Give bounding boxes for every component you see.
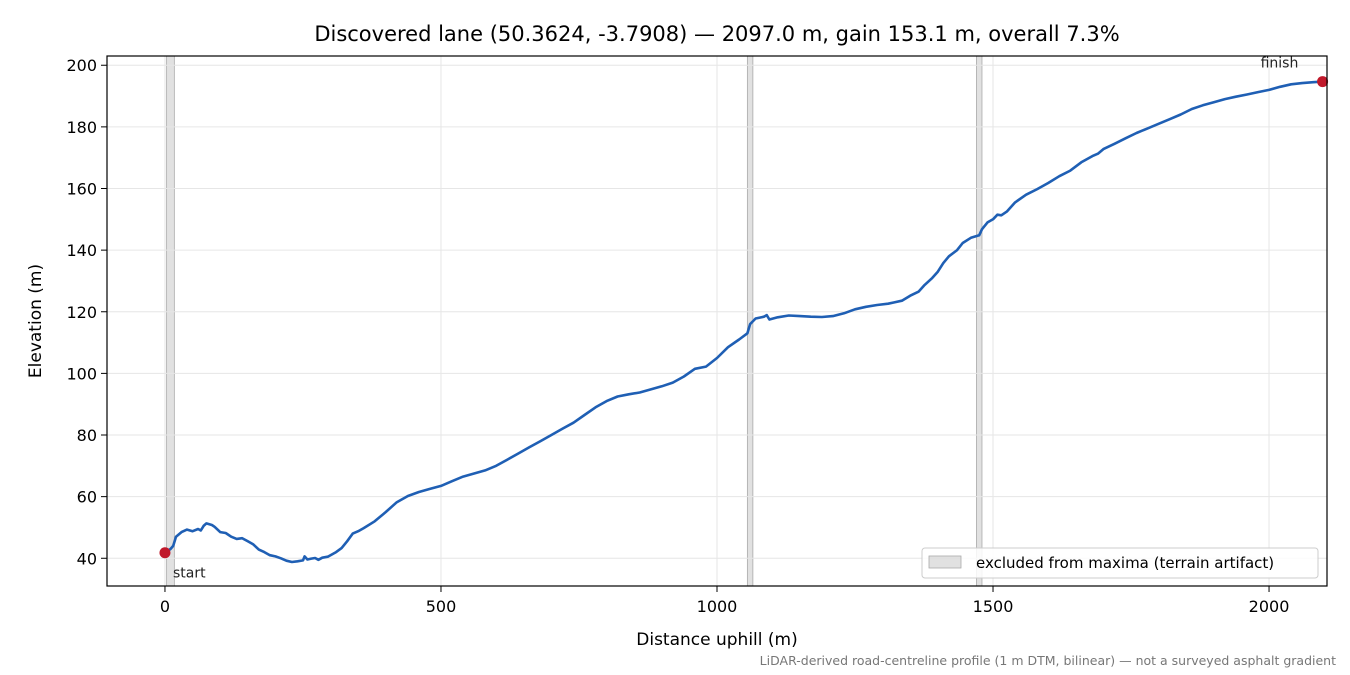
y-tick-label: 180 — [66, 118, 97, 137]
y-tick-label: 140 — [66, 241, 97, 260]
y-tick-label: 80 — [77, 426, 97, 445]
markers: start finish — [159, 56, 1329, 582]
finish-label: finish — [1261, 56, 1299, 72]
elevation-line — [163, 80, 1324, 564]
x-tick-label: 1500 — [973, 597, 1014, 616]
start-label: start — [173, 566, 206, 582]
excluded-band — [166, 56, 175, 586]
legend-box — [921, 547, 1319, 579]
y-tick-label: 40 — [77, 549, 97, 568]
excluded-band — [976, 56, 982, 586]
legend-entry: excluded from maxima (terrain artifact) — [976, 554, 1274, 572]
excluded-band — [747, 56, 753, 586]
x-tick-label: 2000 — [1249, 597, 1290, 616]
chart-title: Discovered lane (50.3624, -3.7908) — 209… — [314, 22, 1119, 46]
grid — [107, 56, 1327, 586]
legend-swatch — [928, 555, 962, 569]
start-marker — [159, 547, 171, 559]
plot-frame — [106, 55, 1328, 587]
legend: excluded from maxima (terrain artifact) — [921, 547, 1319, 579]
y-tick-label: 200 — [66, 56, 97, 75]
y-tick-label: 120 — [66, 303, 97, 322]
x-axis-label: Distance uphill (m) — [636, 630, 797, 650]
x-tick-label: 0 — [160, 597, 170, 616]
finish-marker — [1317, 76, 1329, 88]
y-tick-label: 60 — [77, 488, 97, 507]
y-axis-label: Elevation (m) — [26, 264, 46, 378]
x-tick-label: 500 — [426, 597, 457, 616]
tick-layer: 0 500 1000 1500 2000 40 60 80 100 120 140 160 180 200 — [66, 56, 1289, 616]
x-tick-label: 1000 — [697, 597, 738, 616]
excluded-bands — [166, 56, 983, 586]
y-tick-label: 100 — [66, 364, 97, 383]
y-tick-label: 160 — [66, 180, 97, 199]
series-layer — [163, 80, 1324, 564]
footnote: LiDAR-derived road-centreline profile (1… — [760, 653, 1336, 668]
